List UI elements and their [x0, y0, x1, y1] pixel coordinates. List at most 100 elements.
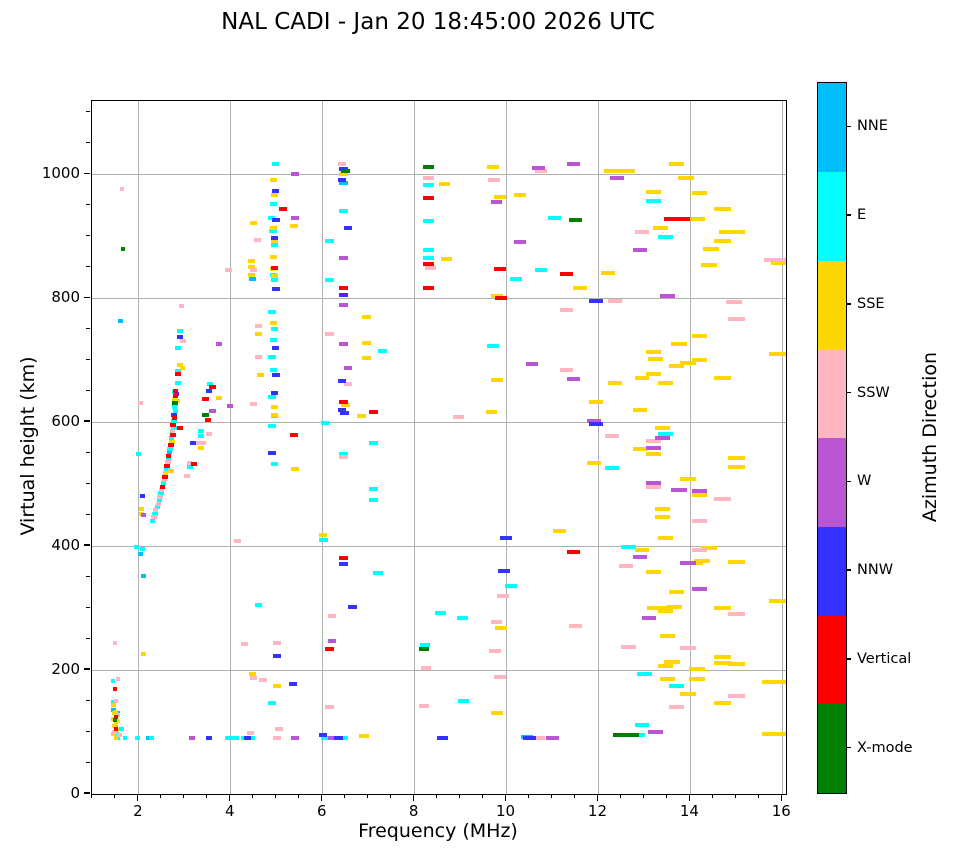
y-tick-label: 200 — [51, 660, 80, 679]
data-point-e — [270, 277, 279, 282]
data-point-ssw — [247, 731, 255, 736]
data-point-vertical — [164, 464, 170, 469]
data-point-e — [657, 235, 673, 240]
data-point-w — [546, 736, 559, 741]
y-tick — [83, 668, 90, 670]
data-point-vertical — [171, 415, 178, 420]
data-point-sse — [668, 589, 685, 594]
data-point-ssw — [634, 230, 650, 235]
data-point-ssw — [159, 488, 165, 493]
colorbar-segment-sse — [818, 260, 846, 350]
data-point-sse — [689, 217, 706, 222]
colorbar-tick — [847, 480, 851, 483]
data-point-sse — [693, 558, 710, 563]
data-point-e — [271, 162, 280, 167]
y-tick — [83, 172, 90, 174]
data-point-sse — [177, 363, 184, 368]
data-point-sse — [112, 724, 117, 729]
data-point-ssw — [234, 539, 242, 544]
data-point-sse — [703, 246, 720, 251]
data-point-e — [377, 349, 388, 354]
data-point-w — [339, 341, 348, 346]
data-point-e — [139, 547, 145, 552]
colorbar-segment-label: SSW — [857, 384, 890, 401]
colorbar — [817, 82, 847, 794]
data-point-ssw — [618, 563, 634, 568]
data-point-ssw — [646, 439, 662, 444]
data-point-e — [605, 465, 620, 470]
data-point-sse — [680, 477, 696, 482]
data-point-ssw — [112, 640, 118, 645]
y-minor-tick — [86, 513, 90, 515]
y-minor-tick — [86, 606, 90, 608]
data-point-x-mode — [172, 400, 178, 405]
data-point-sse — [664, 659, 680, 664]
data-point-ssw — [425, 265, 436, 270]
data-point-ssw — [728, 694, 745, 699]
data-point-sse — [257, 372, 265, 377]
data-point-nnw — [206, 736, 213, 741]
colorbar-segment-x-mode — [818, 704, 846, 793]
data-point-e — [161, 481, 167, 486]
data-point-ssw — [343, 382, 353, 387]
data-point-ssw — [489, 648, 501, 653]
data-point-w — [566, 377, 580, 382]
data-point-e — [325, 277, 334, 282]
data-point-e — [268, 216, 276, 221]
gridline-y-800 — [92, 297, 786, 299]
data-point-w — [327, 736, 337, 741]
data-point-sse — [657, 381, 673, 386]
data-point-sse — [634, 376, 650, 381]
data-point-ssw — [169, 429, 176, 434]
data-point-e — [423, 219, 434, 224]
data-point-nnw — [177, 334, 184, 339]
data-point-ssw — [259, 677, 267, 682]
x-minor-tick — [183, 794, 185, 798]
data-point-x-mode — [418, 646, 430, 651]
data-point-e — [171, 405, 178, 410]
data-point-e — [225, 736, 232, 741]
data-point-ssw — [605, 434, 620, 439]
data-point-ssw — [763, 258, 786, 263]
data-point-e — [368, 441, 378, 446]
data-point-e — [187, 464, 194, 469]
data-point-e — [458, 699, 470, 704]
data-point-vertical — [663, 217, 690, 222]
data-point-sse — [680, 361, 696, 366]
data-point-vertical — [494, 296, 507, 301]
colorbar-tick — [847, 125, 851, 128]
data-point-sse — [728, 456, 745, 461]
data-point-sse — [491, 377, 504, 382]
data-point-vertical — [423, 286, 434, 291]
data-point-nnw — [340, 411, 350, 416]
data-point-sse — [587, 460, 601, 465]
data-point-ssw — [493, 674, 506, 679]
data-point-sse — [169, 439, 175, 444]
data-point-sse — [341, 403, 351, 408]
data-point-sse — [573, 286, 587, 291]
gridline-y-200 — [92, 669, 786, 671]
data-point-nnw — [589, 421, 604, 426]
data-point-w — [339, 302, 348, 307]
data-point-x-mode — [613, 733, 639, 738]
data-point-vertical — [172, 389, 179, 394]
data-point-sse — [634, 547, 650, 552]
data-point-nne — [339, 181, 348, 186]
data-point-sse — [728, 464, 745, 469]
data-point-sse — [600, 271, 615, 276]
data-point-sse — [689, 677, 706, 682]
y-tick-label: 0 — [70, 784, 80, 802]
data-point-sse — [659, 677, 675, 682]
data-point-sse — [646, 350, 662, 355]
data-point-e — [135, 736, 140, 741]
data-point-vertical — [177, 426, 184, 431]
data-point-sse — [657, 608, 673, 613]
data-point-nnw — [339, 562, 348, 567]
data-point-nnw — [436, 736, 448, 741]
data-point-nne — [141, 573, 146, 578]
gridline-x-16 — [781, 101, 783, 794]
data-point-w — [671, 488, 687, 493]
gridline-x-10 — [506, 101, 508, 794]
data-point-ssw — [250, 268, 258, 273]
data-point-w — [646, 480, 662, 485]
